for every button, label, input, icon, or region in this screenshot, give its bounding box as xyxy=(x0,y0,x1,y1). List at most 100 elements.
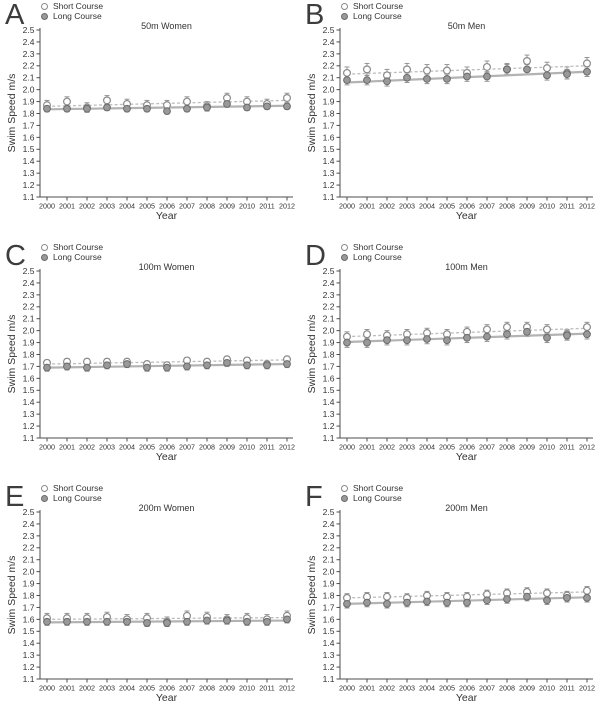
svg-text:2.5: 2.5 xyxy=(23,507,35,517)
panel-title: 100m Men xyxy=(445,262,488,272)
legend: Short Course Long Course xyxy=(41,1,103,21)
legend-item-short-course: Short Course xyxy=(341,242,403,252)
svg-text:2.0: 2.0 xyxy=(323,326,335,336)
svg-text:2003: 2003 xyxy=(399,202,415,211)
svg-text:2.2: 2.2 xyxy=(23,302,35,312)
svg-text:2012: 2012 xyxy=(279,443,295,452)
svg-text:2004: 2004 xyxy=(119,684,135,693)
svg-text:2.3: 2.3 xyxy=(323,290,335,300)
svg-text:2004: 2004 xyxy=(119,202,135,211)
svg-text:1.2: 1.2 xyxy=(323,662,335,672)
x-axis-label: Year xyxy=(155,210,178,222)
legend-label-short-course: Short Course xyxy=(353,483,404,493)
svg-text:1.3: 1.3 xyxy=(323,409,335,419)
panel-title: 200m Women xyxy=(138,503,195,513)
svg-text:2004: 2004 xyxy=(419,443,435,452)
svg-text:2.1: 2.1 xyxy=(323,73,335,83)
panel-letter: C xyxy=(5,241,26,272)
svg-text:2003: 2003 xyxy=(99,684,115,693)
svg-text:1.6: 1.6 xyxy=(23,614,35,624)
svg-text:1.7: 1.7 xyxy=(23,120,35,130)
svg-text:2008: 2008 xyxy=(499,443,515,452)
panel-title: 200m Men xyxy=(445,503,488,513)
svg-text:1.5: 1.5 xyxy=(323,385,335,395)
svg-text:1.1: 1.1 xyxy=(323,192,335,202)
svg-text:1.1: 1.1 xyxy=(323,674,335,684)
svg-text:2.4: 2.4 xyxy=(23,278,35,288)
svg-text:2012: 2012 xyxy=(579,684,595,693)
svg-text:2002: 2002 xyxy=(379,443,395,452)
long-course-marker-icon xyxy=(341,253,348,261)
svg-text:2009: 2009 xyxy=(519,443,535,452)
svg-text:2009: 2009 xyxy=(519,684,535,693)
legend-item-long-course: Long Course xyxy=(41,252,103,262)
legend: Short Course Long Course xyxy=(341,242,403,262)
legend-label-short-course: Short Course xyxy=(353,242,404,252)
panel-d-100m-men: D Short Course Long Course 100m Men Swim… xyxy=(300,241,600,482)
svg-text:1.1: 1.1 xyxy=(23,674,35,684)
legend-label-short-course: Short Course xyxy=(53,483,104,493)
svg-text:2012: 2012 xyxy=(279,684,295,693)
svg-text:2012: 2012 xyxy=(579,443,595,452)
svg-text:2002: 2002 xyxy=(379,202,395,211)
svg-text:2002: 2002 xyxy=(79,202,95,211)
svg-text:2007: 2007 xyxy=(179,684,195,693)
svg-text:1.8: 1.8 xyxy=(23,108,35,118)
svg-text:2.2: 2.2 xyxy=(323,543,335,553)
legend-item-long-course: Long Course xyxy=(41,493,103,503)
svg-text:2005: 2005 xyxy=(139,684,155,693)
svg-text:2002: 2002 xyxy=(79,443,95,452)
svg-text:2004: 2004 xyxy=(419,202,435,211)
svg-text:1.3: 1.3 xyxy=(323,650,335,660)
short-course-marker-icon xyxy=(41,2,48,10)
legend-item-long-course: Long Course xyxy=(341,11,403,21)
svg-text:2.4: 2.4 xyxy=(23,519,35,529)
svg-text:2001: 2001 xyxy=(359,202,375,211)
svg-text:2.0: 2.0 xyxy=(323,85,335,95)
svg-text:1.2: 1.2 xyxy=(23,180,35,190)
legend-label-short-course: Short Course xyxy=(53,242,104,252)
svg-text:1.2: 1.2 xyxy=(23,421,35,431)
svg-text:2.1: 2.1 xyxy=(323,314,335,324)
svg-text:2008: 2008 xyxy=(499,202,515,211)
x-axis-label: Year xyxy=(455,210,478,222)
svg-text:2000: 2000 xyxy=(339,443,355,452)
plot-area: 1.1 1.2 1.3 1.4 1.5 1.6 1.7 1.8 1.92.0 2.1 2.2 2.3 2… xyxy=(323,25,595,211)
svg-text:1.9: 1.9 xyxy=(23,578,35,588)
panel-b-50m-men: B Short Course Long Course 50m Men Swim … xyxy=(300,0,600,241)
svg-text:1.8: 1.8 xyxy=(323,108,335,118)
svg-text:2009: 2009 xyxy=(219,443,235,452)
svg-text:2003: 2003 xyxy=(399,443,415,452)
svg-text:1.1: 1.1 xyxy=(323,433,335,443)
svg-text:2005: 2005 xyxy=(439,202,455,211)
svg-text:1.8: 1.8 xyxy=(323,590,335,600)
legend-label-long-course: Long Course xyxy=(53,252,102,262)
plot-area: 1.1 1.2 1.3 1.4 1.5 1.6 1.7 1.8 1.92.0 2.1 2.2 2.3 2… xyxy=(23,25,295,211)
svg-text:2.1: 2.1 xyxy=(323,555,335,565)
svg-text:2.1: 2.1 xyxy=(23,73,35,83)
svg-text:2.1: 2.1 xyxy=(23,555,35,565)
legend: Short Course Long Course xyxy=(341,483,403,503)
svg-text:1.3: 1.3 xyxy=(23,168,35,178)
svg-text:2005: 2005 xyxy=(139,443,155,452)
svg-text:2.2: 2.2 xyxy=(323,302,335,312)
svg-text:2001: 2001 xyxy=(359,684,375,693)
panel-title: 50m Men xyxy=(447,21,486,31)
svg-text:2000: 2000 xyxy=(39,443,55,452)
svg-text:2010: 2010 xyxy=(239,202,255,211)
svg-text:1.2: 1.2 xyxy=(23,662,35,672)
legend: Short Course Long Course xyxy=(41,483,103,503)
svg-text:2003: 2003 xyxy=(399,684,415,693)
svg-text:2009: 2009 xyxy=(219,202,235,211)
svg-text:2.5: 2.5 xyxy=(323,507,335,517)
svg-text:1.3: 1.3 xyxy=(23,409,35,419)
svg-text:2006: 2006 xyxy=(459,684,475,693)
x-axis-label: Year xyxy=(155,451,178,463)
svg-text:2.3: 2.3 xyxy=(23,49,35,59)
long-course-marker-icon xyxy=(341,12,348,20)
svg-text:2.4: 2.4 xyxy=(23,37,35,47)
svg-text:1.5: 1.5 xyxy=(23,626,35,636)
x-axis-label: Year xyxy=(455,451,478,463)
svg-text:1.4: 1.4 xyxy=(23,156,35,166)
svg-text:2011: 2011 xyxy=(559,202,574,211)
